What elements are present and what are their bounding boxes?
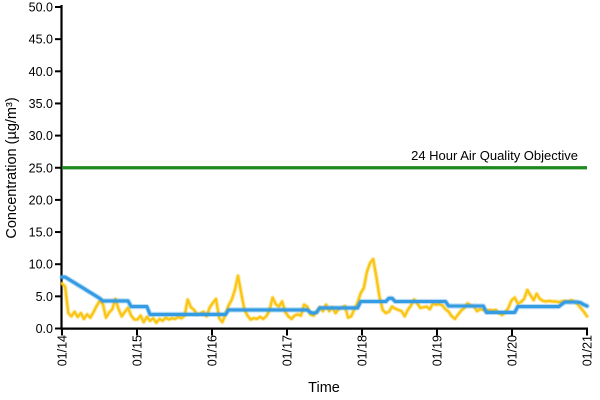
x-axis-title: Time	[308, 380, 340, 396]
x-tick-label: 01/14	[56, 335, 70, 366]
y-tick-label: 35.0	[29, 97, 53, 111]
y-tick-label: 10.0	[29, 258, 53, 272]
y-tick-label: 0.0	[36, 322, 53, 336]
y-tick-label: 25.0	[29, 161, 53, 175]
y-tick-label: 15.0	[29, 226, 53, 240]
x-tick-label: 01/17	[281, 335, 295, 366]
y-tick-label: 40.0	[29, 65, 53, 79]
x-tick-label: 01/21	[581, 335, 595, 366]
data-series	[59, 256, 590, 325]
x-tick-label: 01/18	[356, 335, 370, 366]
series-blue	[60, 275, 589, 316]
y-tick-labels: 0.0 5.0 10.0 15.0 20.0 25.0 30.0 35.0 40…	[29, 1, 53, 337]
y-tick-label: 45.0	[29, 33, 53, 47]
objective-annotation: 24 Hour Air Quality Objective	[411, 148, 578, 163]
y-tick-label: 50.0	[29, 1, 53, 15]
y-tick-label: 20.0	[29, 193, 53, 207]
y-tick-label: 5.0	[36, 290, 53, 304]
y-axis-title: Concentration (µg/m³)	[4, 97, 20, 238]
y-tick-marks	[55, 6, 62, 330]
x-tick-label: 01/16	[206, 335, 220, 366]
y-tick-label: 30.0	[29, 129, 53, 143]
x-tick-label: 01/20	[506, 335, 520, 366]
x-tick-marks	[61, 328, 588, 336]
x-tick-label: 01/15	[131, 335, 145, 366]
x-tick-labels: 01/14 01/15 01/16 01/17 01/18 01/19 01/2…	[56, 335, 595, 366]
x-tick-label: 01/19	[431, 335, 445, 366]
